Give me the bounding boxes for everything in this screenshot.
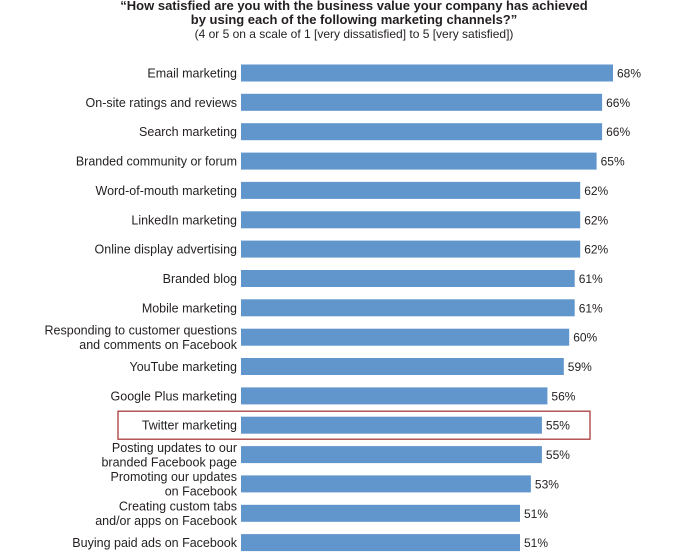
category-label-line: Word-of-mouth marketing — [96, 184, 238, 198]
value-label-online-display-advertising: 62% — [584, 243, 608, 257]
category-label-branded-community-or-forum: Branded community or forum — [76, 155, 237, 169]
bar-search-marketing — [241, 123, 603, 141]
category-label-line: Mobile marketing — [142, 301, 237, 315]
category-label-line: and comments on Facebook — [79, 338, 237, 352]
bar-branded-community-or-forum — [241, 152, 597, 170]
category-label-line: on Facebook — [165, 485, 238, 499]
value-label-twitter-marketing: 55% — [546, 419, 570, 433]
category-label-branded-blog: Branded blog — [163, 272, 237, 286]
chart-title-line-1: “How satisfied are you with the business… — [120, 0, 587, 13]
category-label-youtube-marketing: YouTube marketing — [130, 360, 238, 374]
category-label-line: Responding to customer questions — [45, 323, 237, 337]
chart-title-line-2: by using each of the following marketing… — [191, 12, 518, 27]
category-label-online-display-advertising: Online display advertising — [95, 243, 237, 257]
value-label-search-marketing: 66% — [606, 125, 630, 139]
value-label-mobile-marketing: 61% — [579, 301, 603, 315]
category-label-word-of-mouth-marketing: Word-of-mouth marketing — [96, 184, 238, 198]
bar-promoting-our-updates-on-facebook — [241, 475, 531, 493]
bar-twitter-marketing — [241, 416, 542, 434]
category-label-twitter-marketing: Twitter marketing — [142, 419, 237, 433]
category-label-line: YouTube marketing — [130, 360, 238, 374]
value-label-linkedin-marketing: 62% — [584, 213, 608, 227]
category-label-email-marketing: Email marketing — [147, 67, 237, 81]
bar-word-of-mouth-marketing — [241, 181, 581, 199]
value-label-posting-updates-to-our-branded-facebook-page: 55% — [546, 448, 570, 462]
bar-on-site-ratings-and-reviews — [241, 93, 603, 111]
category-label-line: Creating custom tabs — [119, 500, 237, 514]
bar-responding-to-customer-questions-and-comments-on-facebook — [241, 328, 570, 346]
value-label-promoting-our-updates-on-facebook: 53% — [535, 477, 559, 491]
chart-title: “How satisfied are you with the business… — [120, 0, 587, 27]
category-label-buying-paid-ads-on-facebook: Buying paid ads on Facebook — [72, 536, 237, 550]
value-label-on-site-ratings-and-reviews: 66% — [606, 96, 630, 110]
category-label-linkedin-marketing: LinkedIn marketing — [131, 213, 237, 227]
category-label-line: branded Facebook page — [101, 455, 237, 469]
category-label-line: Branded blog — [163, 272, 237, 286]
category-label-line: Posting updates to our — [112, 441, 237, 455]
value-label-branded-community-or-forum: 65% — [601, 155, 625, 169]
category-label-line: Twitter marketing — [142, 419, 237, 433]
plot-area: Email marketing 68% On-site ratings and re… — [45, 64, 641, 552]
bar-buying-paid-ads-on-facebook — [241, 534, 520, 552]
value-label-google-plus-marketing: 56% — [551, 389, 575, 403]
bar-youtube-marketing — [241, 358, 564, 375]
value-label-responding-to-customer-questions-and-comments-on-facebook: 60% — [573, 331, 597, 345]
category-label-line: On-site ratings and reviews — [86, 96, 237, 110]
category-label-line: Buying paid ads on Facebook — [72, 536, 237, 550]
category-label-line: Promoting our updates — [111, 470, 237, 484]
category-label-line: Branded community or forum — [76, 155, 237, 169]
category-label-posting-updates-to-our-branded-facebook-page: Posting updates to our branded Facebook p… — [101, 441, 237, 470]
category-label-mobile-marketing: Mobile marketing — [142, 301, 237, 315]
highlight-box — [117, 410, 591, 440]
bar-branded-blog — [241, 270, 575, 287]
category-label-creating-custom-tabs-and-or-apps-on-facebook: Creating custom tabs and/or apps on Faceb… — [95, 500, 238, 529]
bar-linkedin-marketing — [241, 211, 581, 229]
bar-google-plus-marketing — [241, 387, 548, 405]
value-label-youtube-marketing: 59% — [568, 360, 592, 374]
category-label-promoting-our-updates-on-facebook: Promoting our updates on Facebook — [111, 470, 238, 499]
bar-mobile-marketing — [241, 299, 575, 317]
category-label-line: Google Plus marketing — [111, 389, 238, 403]
value-label-creating-custom-tabs-and-or-apps-on-facebook: 51% — [524, 507, 548, 521]
chart-subtitle: (4 or 5 on a scale of 1 [very dissatisfi… — [195, 27, 514, 41]
bar-online-display-advertising — [241, 240, 581, 258]
bar-creating-custom-tabs-and-or-apps-on-facebook — [241, 504, 520, 522]
category-label-google-plus-marketing: Google Plus marketing — [111, 389, 238, 403]
category-label-on-site-ratings-and-reviews: On-site ratings and reviews — [86, 96, 237, 110]
category-label-search-marketing: Search marketing — [139, 125, 237, 139]
category-label-responding-to-customer-questions-and-comments-on-facebook: Responding to customer questions and comm… — [45, 323, 238, 352]
bar-email-marketing — [241, 64, 613, 82]
value-label-branded-blog: 61% — [579, 272, 603, 286]
value-label-buying-paid-ads-on-facebook: 51% — [524, 536, 548, 550]
bar-posting-updates-to-our-branded-facebook-page — [241, 446, 542, 464]
category-label-line: Search marketing — [139, 125, 237, 139]
category-label-line: Email marketing — [147, 67, 237, 81]
value-label-email-marketing: 68% — [617, 67, 641, 81]
category-label-line: Online display advertising — [95, 243, 237, 257]
category-label-line: LinkedIn marketing — [131, 213, 237, 227]
category-label-line: and/or apps on Facebook — [95, 514, 238, 528]
value-label-word-of-mouth-marketing: 62% — [584, 184, 608, 198]
